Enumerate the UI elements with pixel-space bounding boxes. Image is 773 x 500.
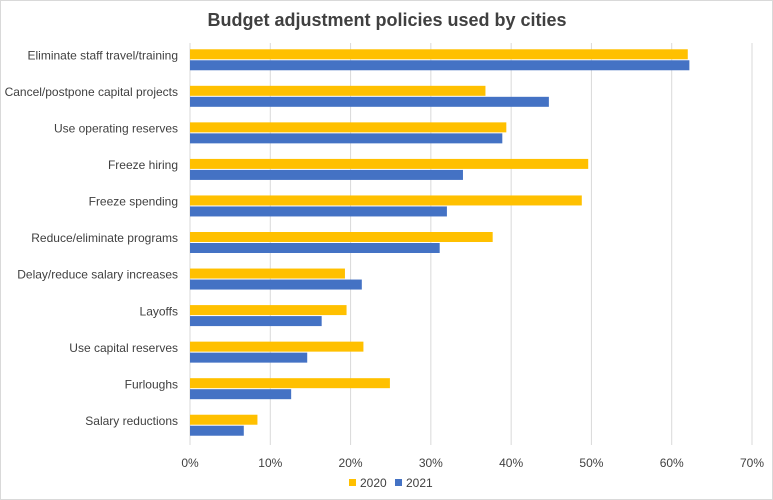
legend: 2020 2021 (349, 476, 433, 490)
bar-2020-4 (190, 195, 582, 206)
category-label: Freeze spending (89, 195, 178, 209)
x-tick-label: 40% (499, 456, 523, 470)
category-label: Use capital reserves (69, 341, 178, 355)
x-tick-label: 30% (419, 456, 443, 470)
x-axis-ticks: 0% 10% 20% 30% 40% 50% 60% 70% (181, 456, 764, 470)
x-tick-label: 10% (258, 456, 282, 470)
bar-2020-5 (190, 232, 493, 242)
bar-2021-7 (190, 316, 322, 327)
bar-2020-1 (190, 85, 486, 96)
bars (190, 49, 690, 436)
bar-2021-0 (190, 60, 690, 71)
category-label: Delay/reduce salary increases (17, 268, 178, 282)
bar-2020-2 (190, 122, 507, 133)
bar-2021-2 (190, 133, 503, 144)
legend-label: 2020 (360, 476, 387, 490)
category-label: Salary reductions (85, 414, 178, 428)
x-tick-label: 20% (339, 456, 363, 470)
bar-2021-10 (190, 425, 244, 436)
x-tick-label: 70% (740, 456, 764, 470)
legend-swatch-2021 (395, 479, 402, 486)
chart-title: Budget adjustment policies used by citie… (207, 10, 566, 30)
bar-2020-6 (190, 268, 345, 279)
category-labels: Eliminate staff travel/training Cancel/po… (5, 48, 178, 427)
bar-2020-8 (190, 341, 364, 352)
bar-2021-4 (190, 206, 447, 217)
bar-2020-7 (190, 305, 347, 316)
category-label: Layoffs (140, 304, 178, 318)
category-label: Eliminate staff travel/training (27, 48, 178, 62)
category-label: Furloughs (125, 377, 178, 391)
category-label: Cancel/postpone capital projects (5, 85, 178, 99)
bar-2020-3 (190, 158, 589, 169)
x-tick-label: 50% (579, 456, 603, 470)
x-tick-label: 0% (181, 456, 199, 470)
bar-2020-9 (190, 378, 390, 389)
bar-2021-9 (190, 389, 292, 400)
category-label: Freeze hiring (108, 158, 178, 172)
bar-2021-5 (190, 243, 440, 253)
bar-2020-0 (190, 49, 688, 60)
bar-2020-10 (190, 414, 258, 425)
category-label: Use operating reserves (54, 122, 178, 136)
legend-swatch-2020 (349, 479, 356, 486)
bar-2021-3 (190, 169, 463, 180)
x-tick-label: 60% (660, 456, 684, 470)
bar-2021-8 (190, 352, 308, 363)
bar-2021-1 (190, 96, 549, 107)
legend-label: 2021 (406, 476, 433, 490)
category-label: Reduce/eliminate programs (31, 231, 178, 245)
bar-2021-6 (190, 279, 362, 290)
